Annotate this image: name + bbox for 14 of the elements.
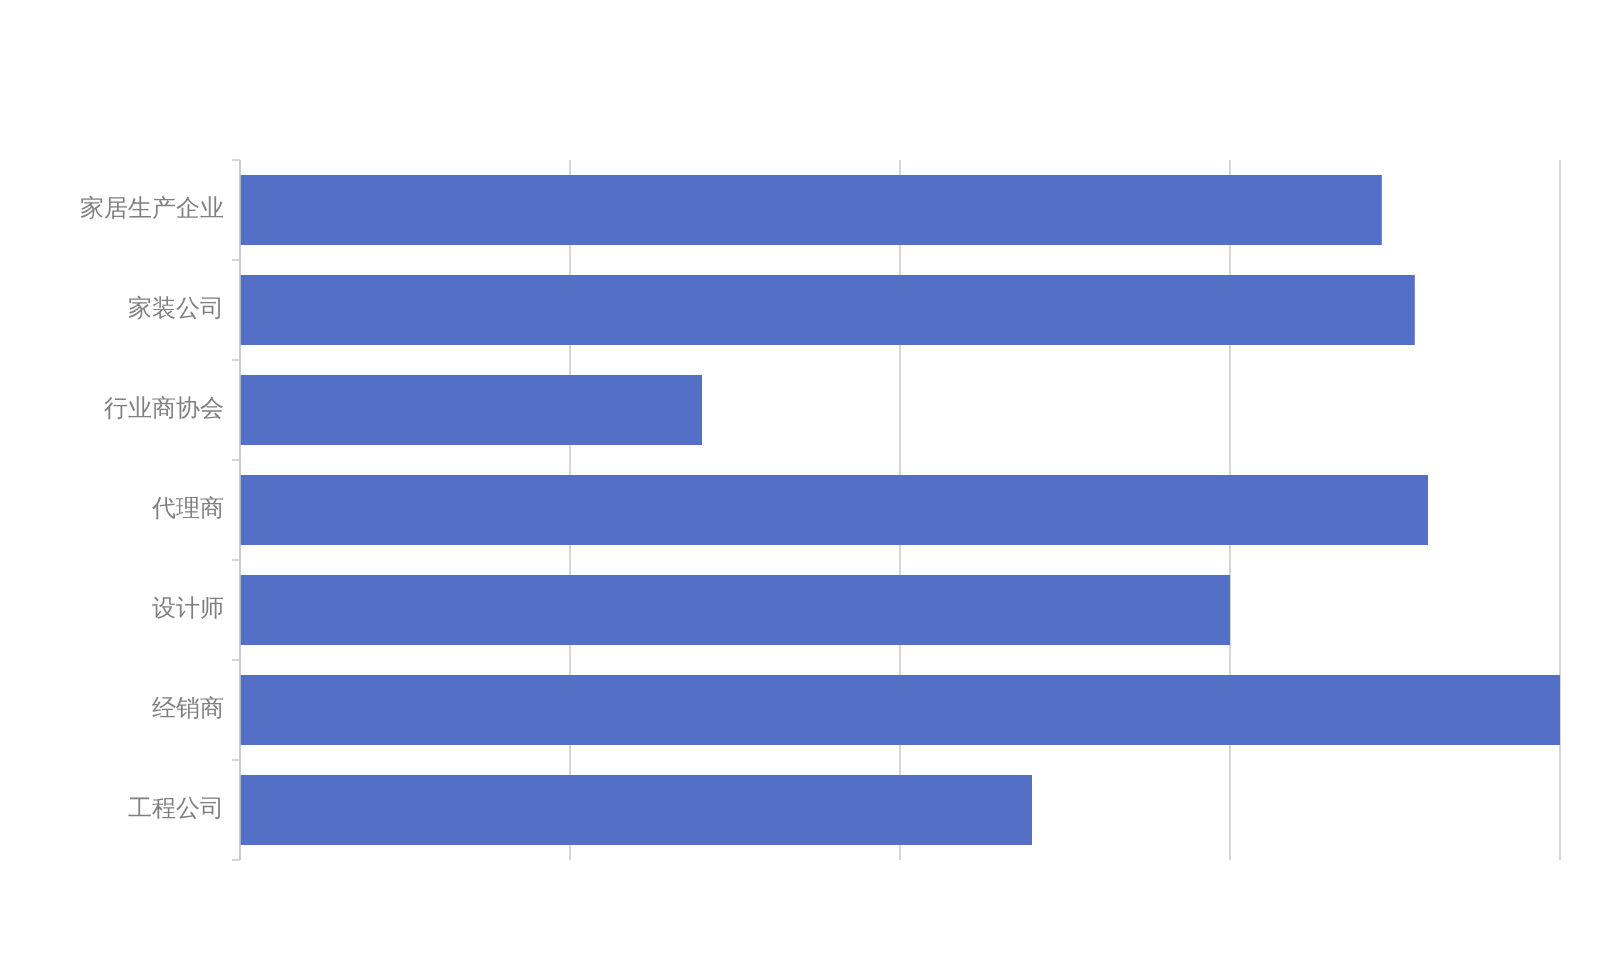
bar (240, 375, 702, 445)
y-tick-label: 设计师 (152, 594, 224, 622)
bar (240, 675, 1560, 745)
bar (240, 775, 1032, 845)
y-tick-label: 代理商 (151, 494, 224, 522)
y-tick-label: 家装公司 (128, 294, 224, 322)
bar (240, 175, 1382, 245)
y-tick-label: 家居生产企业 (80, 194, 224, 222)
y-tick-label: 工程公司 (128, 794, 224, 822)
bar (240, 575, 1230, 645)
bar (240, 275, 1415, 345)
y-tick-label: 行业商协会 (104, 394, 224, 422)
y-tick-label: 经销商 (152, 694, 224, 722)
bar (240, 475, 1428, 545)
